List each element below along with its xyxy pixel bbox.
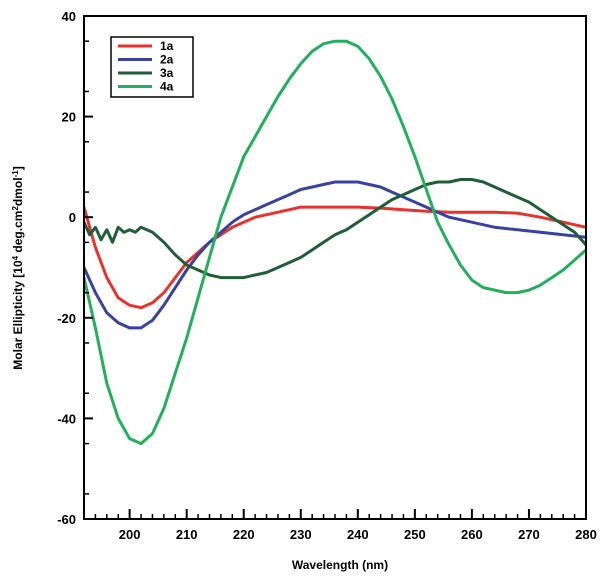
series-line-2a [84,180,586,330]
legend-label-4a: 4a [160,80,174,94]
y-tick-label: 20 [62,110,76,125]
x-axis-title: Wavelength (nm) [292,558,388,572]
x-tick-label: 250 [404,527,426,542]
series-group [84,39,586,446]
series-line-3a [84,178,586,280]
y-tick-label: -20 [57,311,76,326]
x-tick-label: 210 [176,527,198,542]
y-tick-label: 40 [62,9,76,24]
y-tick-label: -60 [57,512,76,527]
y-axis-title: Molar Ellipticity [104 deg.cm2dmol-1] [11,166,26,369]
y-tick-label: 0 [69,210,76,225]
series-line-1a [84,205,586,310]
x-tick-label: 260 [461,527,483,542]
legend-label-2a: 2a [160,53,174,67]
x-tick-label: 220 [233,527,255,542]
x-tick-label: 240 [347,527,369,542]
x-tick-label: 200 [119,527,141,542]
y-tick-label: -40 [57,411,76,426]
x-axis: 200 210 220 230 240 250 260 270 280 [83,509,597,542]
y-axis: -60 -40 -20 0 20 40 [57,9,93,527]
series-line-4a [84,39,586,446]
legend-label-3a: 3a [160,66,174,80]
x-tick-label: 280 [575,527,597,542]
x-tick-label: 270 [518,527,540,542]
x-tick-label: 230 [290,527,312,542]
legend-label-1a: 1a [160,39,174,53]
